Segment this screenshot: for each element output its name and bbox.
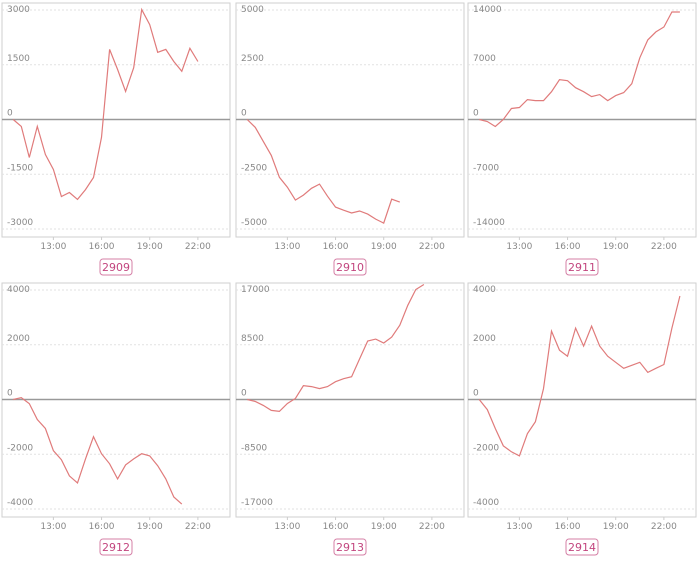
y-tick-label: 0	[241, 109, 247, 119]
x-tick-label: 22:00	[651, 242, 677, 252]
data-line	[478, 295, 681, 457]
chart-title: 2909	[102, 261, 130, 274]
title-box	[565, 258, 599, 276]
y-tick-label: 4000	[473, 285, 496, 295]
chart-panel: -4000 -2000 0 2000 4000 13:00 16:00 19:00 22:00 2…	[467, 282, 697, 556]
x-tick-label: 19:00	[371, 522, 397, 532]
data-line	[13, 396, 183, 505]
y-tick-label: 17000	[241, 285, 270, 295]
y-tick-label: 0	[241, 389, 247, 399]
chart-panel: -4000 -2000 0 2000 4000 13:00 16:00 19:00 22:00 2…	[1, 282, 231, 556]
x-tick-label: 13:00	[274, 242, 300, 252]
y-tick-label: -2500	[241, 163, 267, 173]
y-tick-label: 0	[473, 109, 479, 119]
x-tick-label: 19:00	[603, 522, 629, 532]
y-tick-label: -3000	[7, 218, 33, 228]
x-tick-label: 16:00	[555, 242, 581, 252]
y-tick-label: -17000	[241, 498, 273, 508]
y-tick-label: 2000	[7, 334, 30, 344]
x-tick-label: 13:00	[40, 242, 66, 252]
y-tick-label: -4000	[473, 498, 499, 508]
y-tick-label: 0	[473, 389, 479, 399]
title-box	[99, 538, 133, 556]
title-box	[333, 258, 367, 276]
y-tick-label: -2000	[7, 443, 33, 453]
y-tick-label: 14000	[473, 5, 502, 15]
x-tick-label: 16:00	[89, 522, 115, 532]
x-tick-label: 16:00	[323, 522, 349, 532]
x-tick-label: 16:00	[323, 242, 349, 252]
y-tick-label: 2000	[473, 334, 496, 344]
x-tick-label: 22:00	[185, 242, 211, 252]
x-tick-label: 22:00	[419, 522, 445, 532]
data-line	[247, 283, 425, 413]
x-tick-label: 22:00	[419, 242, 445, 252]
y-tick-label: -1500	[7, 163, 33, 173]
y-tick-label: 3000	[7, 5, 30, 15]
y-tick-label: 0	[7, 109, 13, 119]
title-box	[565, 538, 599, 556]
x-tick-label: 22:00	[185, 522, 211, 532]
chart-panel: -17000 -8500 0 8500 17000 13:00 16:00 19:00 22:0…	[235, 282, 465, 556]
title-box	[99, 258, 133, 276]
x-tick-label: 22:00	[651, 522, 677, 532]
x-tick-label: 16:00	[89, 242, 115, 252]
x-tick-label: 19:00	[371, 242, 397, 252]
chart-title: 2914	[568, 541, 596, 554]
chart-panel: -14000 -7000 0 7000 14000 13:00 16:00 19:00 22:0…	[467, 2, 697, 276]
y-tick-label: -8500	[241, 443, 267, 453]
x-tick-label: 16:00	[555, 522, 581, 532]
y-tick-label: 2500	[241, 54, 264, 64]
x-tick-label: 19:00	[603, 242, 629, 252]
data-line	[479, 11, 680, 128]
y-tick-label: 7000	[473, 54, 496, 64]
y-tick-label: 1500	[7, 54, 30, 64]
data-line	[12, 7, 199, 201]
chart-title: 2912	[102, 541, 130, 554]
y-tick-label: 5000	[241, 5, 264, 15]
chart-title: 2911	[568, 261, 596, 274]
x-tick-label: 13:00	[506, 242, 532, 252]
x-tick-label: 19:00	[137, 242, 163, 252]
chart-title: 2913	[336, 541, 364, 554]
y-tick-label: -7000	[473, 163, 499, 173]
y-tick-label: -5000	[241, 218, 267, 228]
y-tick-label: 8500	[241, 334, 264, 344]
y-tick-label: -14000	[473, 218, 505, 228]
y-tick-label: 4000	[7, 285, 30, 295]
x-tick-label: 13:00	[274, 522, 300, 532]
data-line	[246, 119, 401, 224]
chart-title: 2910	[336, 261, 364, 274]
y-tick-label: 0	[7, 389, 13, 399]
x-tick-label: 19:00	[137, 522, 163, 532]
y-tick-label: -2000	[473, 443, 499, 453]
chart-panel: -5000 -2500 0 2500 5000 13:00 16:00 19:00 22:00 2…	[235, 2, 465, 276]
x-tick-label: 13:00	[40, 522, 66, 532]
x-tick-label: 13:00	[506, 522, 532, 532]
chart-panel: -3000 -1500 0 1500 3000 13:00 16:00 19:00 22:00 2…	[1, 2, 231, 276]
y-tick-label: -4000	[7, 498, 33, 508]
title-box	[333, 538, 367, 556]
